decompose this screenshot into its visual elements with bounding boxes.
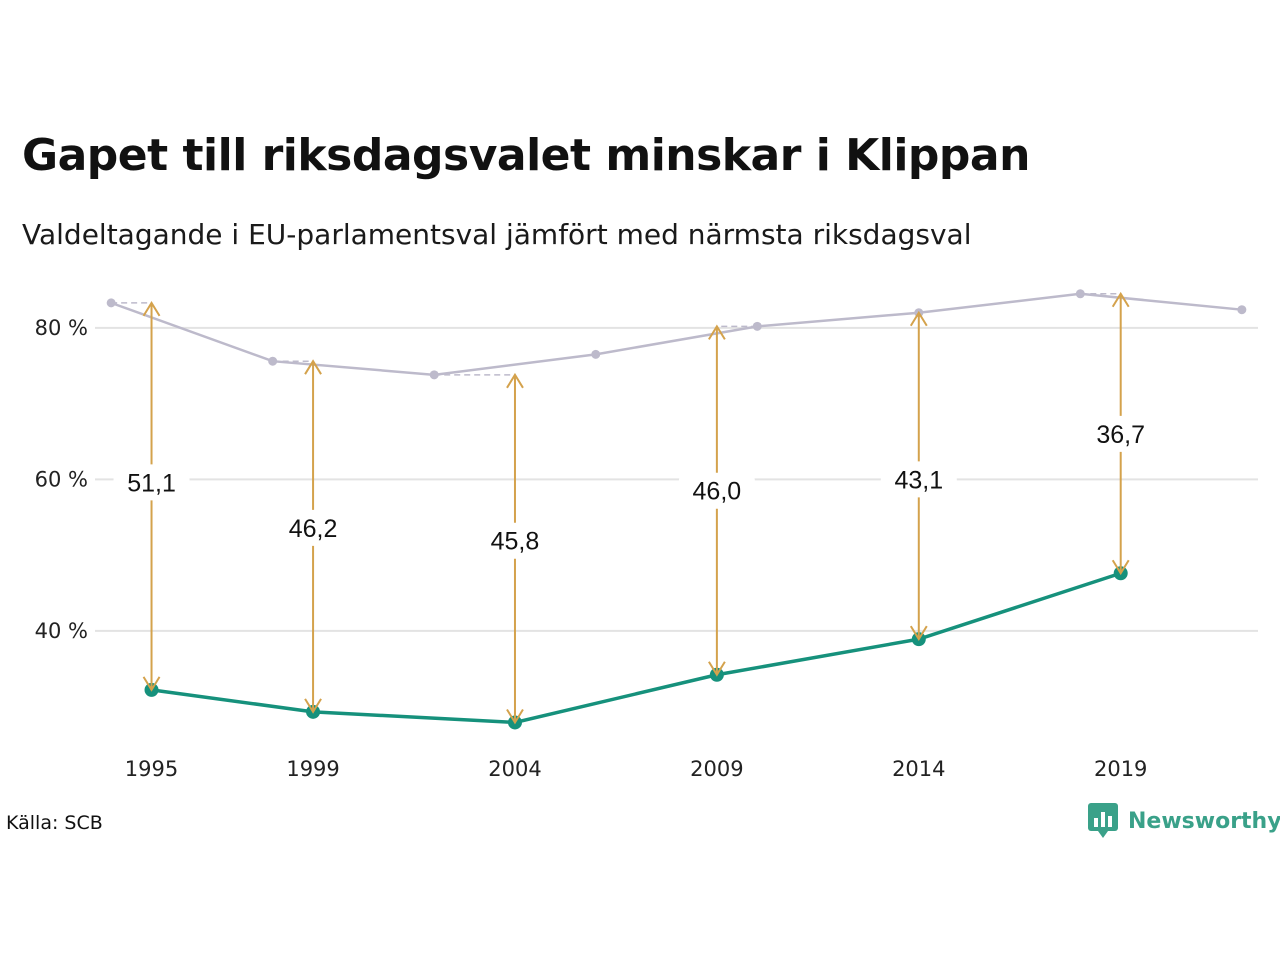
gap-arrowhead-bottom <box>506 708 524 725</box>
riksdag-point <box>752 321 762 331</box>
chart-title: Gapet till riksdagsvalet minskar i Klipp… <box>22 130 1030 181</box>
riksdag-point <box>591 349 601 359</box>
riksdag-series <box>106 289 1247 380</box>
gap-label: 36,7 <box>1096 421 1145 449</box>
gap-arrowhead-top <box>506 372 524 389</box>
newsworthy-brand-name: Newsworthy <box>1128 808 1280 834</box>
gap-label-bg <box>1082 415 1159 452</box>
gap-arrows: 51,1 46,2 45,8 46,0 43,1 36,7 <box>113 291 1159 725</box>
x-tick-label: 1995 <box>125 757 178 781</box>
x-tick-label: 1999 <box>286 757 339 781</box>
newsworthy-logo-icon <box>1088 803 1118 838</box>
gap-label: 43,1 <box>894 466 943 494</box>
gap-label-bg <box>275 509 352 546</box>
gap-label: 46,2 <box>289 515 338 543</box>
gap-arrowhead-bottom <box>708 661 726 677</box>
gap-arrowhead-top <box>909 310 928 327</box>
riksdag-point <box>1237 305 1247 315</box>
gap-arrowhead-bottom <box>142 676 161 692</box>
newsworthy-logo[interactable]: Newsworthy <box>1088 803 1280 839</box>
gap-label: 45,8 <box>491 528 540 556</box>
gap-arrowhead-top <box>142 300 161 317</box>
x-tick-label: 2009 <box>690 757 743 781</box>
riksdag-point <box>1075 289 1085 299</box>
gap-arrowhead-bottom <box>909 625 928 642</box>
gap-label-bg <box>113 464 190 501</box>
x-axis-ticks: 1995 1999 2004 2009 2014 2019 <box>125 757 1148 781</box>
riksdag-point <box>106 298 116 308</box>
gap-arrowhead-top <box>304 359 322 375</box>
gap-label-bg <box>678 472 755 509</box>
gap-arrowhead-top <box>1111 291 1130 308</box>
gap-label: 46,0 <box>693 478 742 506</box>
y-axis-ticks: 40 % 60 % 80 % <box>35 316 88 643</box>
riksdag-point <box>429 370 439 380</box>
gap-label: 51,1 <box>127 469 176 497</box>
y-tick-label: 40 % <box>35 619 88 643</box>
gap-arrowhead-bottom <box>304 698 322 714</box>
x-tick-label: 2014 <box>892 757 945 781</box>
y-tick-label: 60 % <box>35 467 88 491</box>
eu-line <box>151 571 1122 725</box>
gridlines <box>95 326 1258 632</box>
eu-series <box>144 566 1128 730</box>
x-tick-label: 2019 <box>1094 757 1147 781</box>
source-note: Källa: SCB <box>6 812 103 834</box>
riksdag-line <box>110 292 1242 377</box>
gap-label-bg <box>476 522 553 559</box>
gap-label-bg <box>880 461 957 498</box>
y-tick-label: 80 % <box>35 316 88 340</box>
gap-arrowhead-top <box>708 324 726 340</box>
chart-subtitle: Valdeltagande i EU-parlamentsval jämfört… <box>22 218 972 251</box>
x-tick-label: 2004 <box>488 757 541 781</box>
gap-arrowhead-bottom <box>1111 559 1130 576</box>
riksdag-point <box>268 356 278 366</box>
